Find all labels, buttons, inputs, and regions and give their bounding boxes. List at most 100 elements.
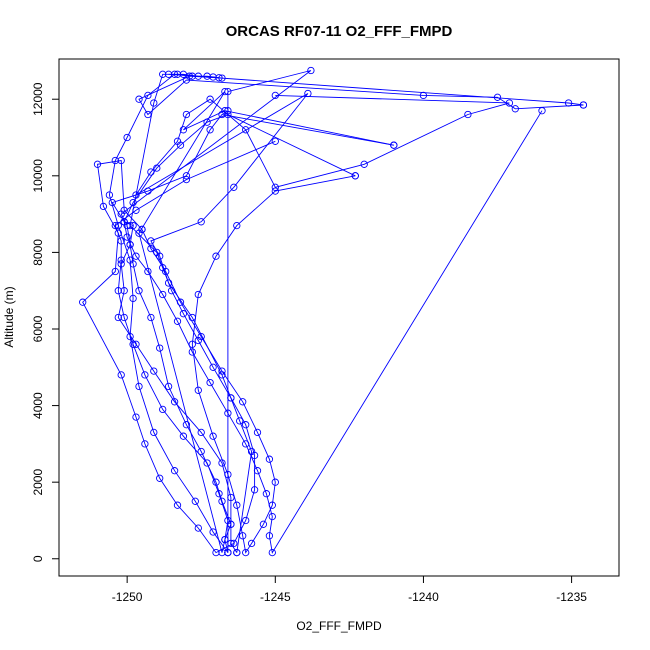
data-point	[271, 187, 279, 195]
data-point	[579, 101, 588, 109]
data-point	[262, 490, 271, 498]
x-tick-label: -1235	[556, 590, 587, 604]
data-point	[167, 287, 176, 295]
data-point	[307, 66, 315, 75]
data-point	[233, 221, 241, 230]
data-point	[253, 428, 262, 437]
data-point	[159, 290, 167, 299]
data-point	[265, 455, 274, 463]
data-point	[236, 417, 244, 425]
data-point	[247, 539, 256, 548]
data-point	[159, 264, 167, 272]
data-point	[227, 394, 235, 402]
data-point	[194, 386, 202, 394]
data-point	[351, 172, 359, 180]
data-point	[126, 221, 134, 230]
data-point	[360, 160, 368, 168]
data-point	[129, 198, 137, 207]
series-9	[105, 70, 588, 557]
data-point	[123, 233, 131, 241]
data-point	[194, 524, 202, 532]
data-point	[111, 156, 119, 165]
data-point	[173, 501, 182, 509]
data-point	[268, 501, 276, 509]
data-point	[203, 459, 211, 467]
data-point	[144, 267, 152, 276]
data-point	[390, 141, 398, 149]
x-tick-label: -1240	[408, 590, 439, 604]
data-point	[224, 107, 232, 115]
data-point	[179, 432, 188, 440]
series-line	[123, 110, 543, 554]
data-point	[188, 348, 196, 356]
y-tick-label: 8000	[31, 239, 45, 266]
y-tick-label: 10000	[31, 159, 45, 193]
data-point	[197, 218, 205, 226]
data-point	[79, 298, 87, 306]
series-line	[111, 114, 394, 553]
data-point	[206, 378, 214, 387]
data-point	[242, 440, 250, 448]
data-point	[135, 95, 143, 103]
data-point	[242, 126, 250, 134]
series-7	[79, 156, 259, 557]
data-point	[209, 432, 217, 440]
data-point	[250, 486, 259, 494]
data-point	[224, 110, 232, 119]
data-point	[99, 202, 108, 211]
data-point	[159, 405, 167, 414]
data-point	[268, 548, 276, 557]
data-point	[233, 501, 241, 509]
data-point	[265, 532, 274, 540]
data-point	[114, 229, 122, 237]
x-tick-label: -1250	[112, 590, 143, 604]
data-point	[271, 137, 279, 145]
series-line	[82, 159, 256, 554]
data-point	[271, 183, 279, 191]
data-point	[239, 398, 247, 406]
data-point	[111, 267, 119, 276]
data-point	[129, 294, 137, 303]
y-tick-label: 12000	[31, 82, 45, 116]
data-point	[194, 290, 202, 299]
data-point	[120, 206, 128, 214]
data-point	[120, 218, 128, 226]
data-layer	[79, 66, 588, 557]
data-point	[156, 344, 164, 352]
data-point	[156, 474, 164, 482]
data-point	[182, 172, 191, 180]
data-point	[564, 99, 573, 107]
data-point	[179, 310, 188, 318]
data-point	[511, 105, 519, 113]
series-line	[108, 73, 584, 553]
data-point	[224, 87, 232, 96]
data-point	[135, 382, 143, 391]
data-point	[224, 409, 232, 417]
data-point	[250, 451, 259, 460]
data-point	[218, 367, 226, 375]
data-point	[117, 260, 125, 268]
data-point	[138, 225, 146, 234]
y-axis-title: Altitude (m)	[2, 286, 16, 347]
data-point	[182, 421, 191, 429]
data-point	[224, 548, 232, 557]
data-point	[132, 252, 140, 260]
data-point	[179, 70, 188, 78]
data-point	[209, 528, 217, 536]
data-point	[197, 428, 205, 437]
data-point	[206, 95, 214, 103]
series-1	[108, 110, 398, 557]
data-point	[150, 428, 158, 437]
data-point	[182, 76, 191, 84]
chart-title: ORCAS RF07-11 O2_FFF_FMPD	[226, 23, 453, 40]
x-tick-label: -1245	[260, 590, 291, 604]
data-point	[212, 548, 220, 557]
data-point	[170, 398, 179, 406]
data-point	[191, 497, 199, 505]
data-point	[188, 340, 196, 348]
data-point	[239, 532, 247, 540]
x-axis-title: O2_FFF_FMPD	[296, 619, 382, 633]
x-axis: -1250 -1245 -1240 -1235	[112, 575, 587, 604]
data-point	[206, 126, 214, 134]
